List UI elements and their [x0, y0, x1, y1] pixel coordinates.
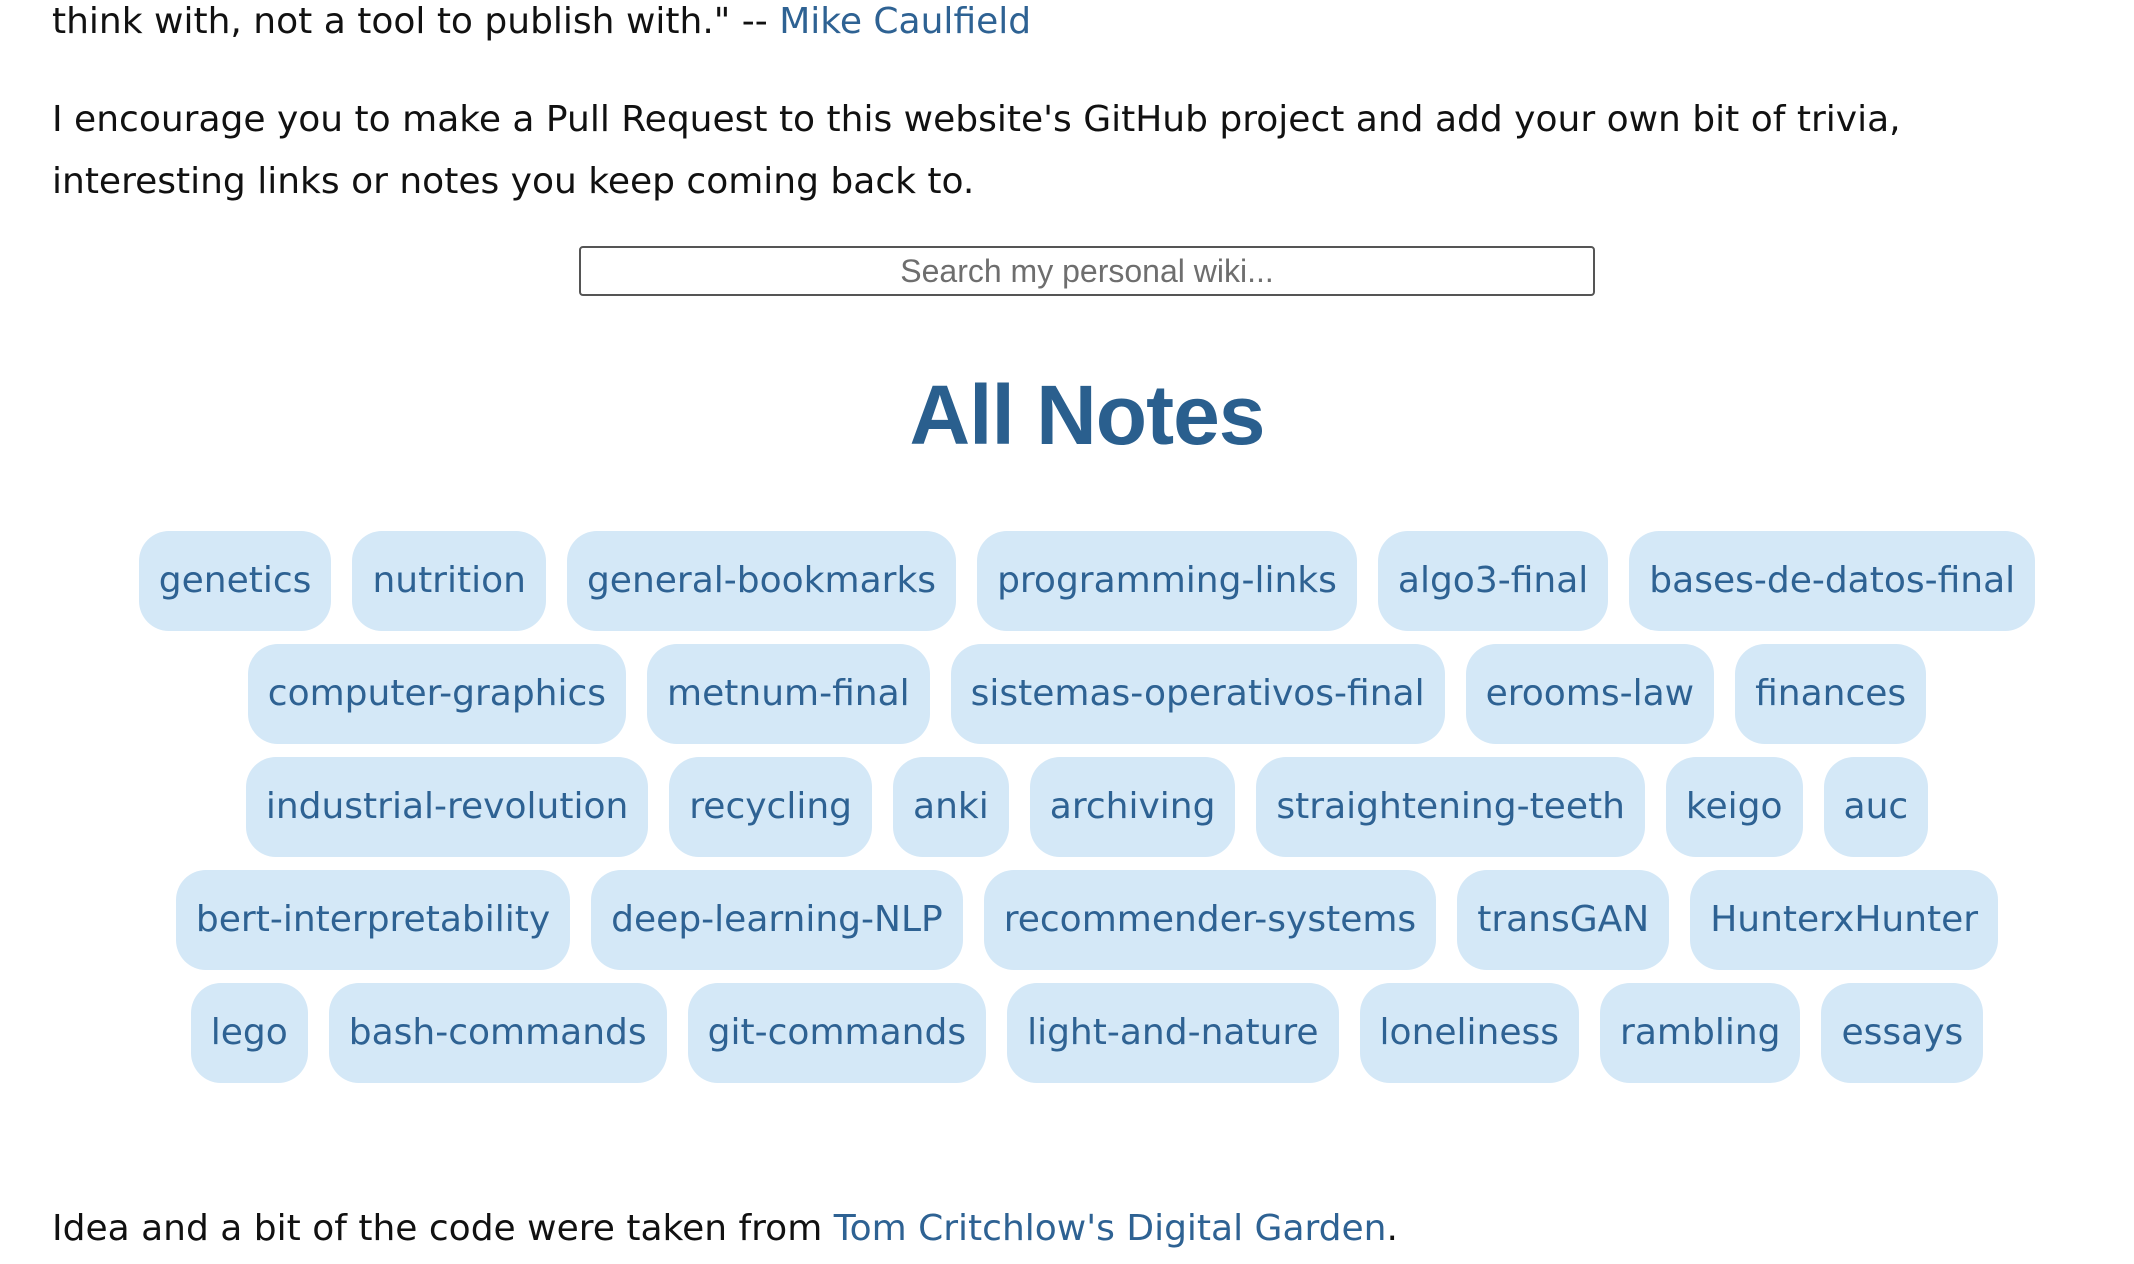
note-tag-deep-learning-nlp[interactable]: deep-learning-NLP [591, 870, 963, 970]
note-tag-bash-commands[interactable]: bash-commands [328, 983, 667, 1083]
footer-credit: Idea and a bit of the code were taken fr… [52, 1198, 1398, 1260]
note-tag-transgan[interactable]: transGAN [1457, 870, 1670, 970]
note-tag-general-bookmarks[interactable]: general-bookmarks [566, 531, 957, 631]
tag-row: industrial-revolution recycling anki archiv… [92, 757, 2082, 857]
note-tag-essays[interactable]: essays [1821, 983, 1984, 1083]
note-tag-finances[interactable]: finances [1735, 644, 1927, 744]
note-tag-archiving[interactable]: archiving [1029, 757, 1236, 857]
encourage-paragraph: I encourage you to make a Pull Request t… [52, 99, 1901, 202]
note-tag-keigo[interactable]: keigo [1665, 757, 1803, 857]
digital-garden-link[interactable]: Tom Critchlow's Digital Garden [833, 1208, 1387, 1249]
footer-prefix: Idea and a bit of the code were taken fr… [52, 1208, 834, 1249]
note-tag-algo3-final[interactable]: algo3-final [1377, 531, 1609, 631]
note-tag-bert-interpretability[interactable]: bert-interpretability [175, 870, 571, 970]
tag-row: genetics nutrition general-bookmarks progra… [92, 531, 2082, 631]
note-tag-lego[interactable]: lego [190, 983, 308, 1083]
tag-row: bert-interpretability deep-learning-NLP re… [92, 870, 2082, 970]
quote-line: think with, not a tool to publish with."… [52, 0, 1031, 53]
note-tag-loneliness[interactable]: loneliness [1359, 983, 1580, 1083]
note-tag-computer-graphics[interactable]: computer-graphics [247, 644, 627, 744]
quote-text: think with, not a tool to publish with."… [52, 1, 780, 42]
note-tag-hunterxhunter[interactable]: HunterxHunter [1690, 870, 1999, 970]
note-tag-programming-links[interactable]: programming-links [977, 531, 1357, 631]
note-tag-light-and-nature[interactable]: light-and-nature [1007, 983, 1339, 1083]
note-tag-sistemas-operativos-final[interactable]: sistemas-operativos-final [950, 644, 1445, 744]
footer-suffix: . [1386, 1208, 1398, 1249]
note-tag-auc[interactable]: auc [1823, 757, 1929, 857]
tag-row: computer-graphics metnum-final sistemas-op… [92, 644, 2082, 744]
note-tag-anki[interactable]: anki [893, 757, 1009, 857]
tag-row: lego bash-commands git-commands light-and-n… [92, 983, 2082, 1083]
note-tag-rambling[interactable]: rambling [1600, 983, 1801, 1083]
note-tag-bases-de-datos-final[interactable]: bases-de-datos-final [1629, 531, 2036, 631]
note-tag-nutrition[interactable]: nutrition [352, 531, 546, 631]
note-tag-metnum-final[interactable]: metnum-final [647, 644, 930, 744]
search-input[interactable] [579, 246, 1595, 296]
quote-author-link[interactable]: Mike Caulfield [779, 1, 1032, 42]
note-tag-straightening-teeth[interactable]: straightening-teeth [1256, 757, 1645, 857]
note-tag-genetics[interactable]: genetics [138, 531, 332, 631]
notes-tag-cloud: genetics nutrition general-bookmarks progra… [52, 531, 2082, 1083]
note-tag-recommender-systems[interactable]: recommender-systems [983, 870, 1437, 970]
note-tag-erooms-law[interactable]: erooms-law [1465, 644, 1715, 744]
search-container [52, 246, 2082, 296]
note-tag-recycling[interactable]: recycling [669, 757, 873, 857]
note-tag-git-commands[interactable]: git-commands [687, 983, 987, 1083]
all-notes-heading: All Notes [909, 368, 1265, 462]
note-tag-industrial-revolution[interactable]: industrial-revolution [245, 757, 649, 857]
